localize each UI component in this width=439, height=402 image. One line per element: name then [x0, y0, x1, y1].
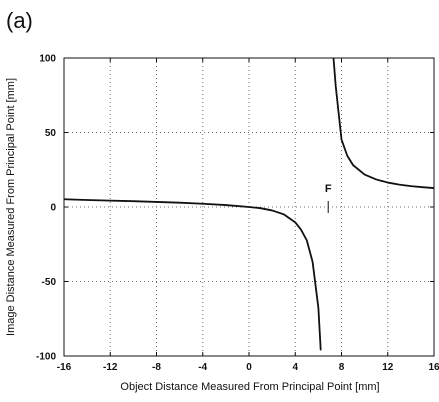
y-tick-label: -50	[42, 277, 57, 288]
x-tick-label: -12	[103, 362, 118, 373]
x-tick-label: 16	[428, 362, 439, 373]
x-tick-label: 4	[292, 362, 298, 373]
focal-point-label: F	[325, 183, 332, 195]
x-tick-label: 12	[382, 362, 394, 373]
x-tick-label: -4	[198, 362, 207, 373]
panel-label: (a)	[6, 8, 33, 33]
x-tick-label: -16	[57, 362, 72, 373]
curve-segment-1	[64, 198, 322, 351]
y-tick-label: 50	[45, 128, 57, 139]
y-tick-label: 100	[39, 54, 56, 65]
y-tick-label: -100	[36, 352, 56, 363]
y-axis-label: Image Distance Measured From Principal P…	[5, 78, 17, 336]
x-axis-label: Object Distance Measured From Principal …	[120, 381, 379, 393]
x-tick-label: 8	[339, 362, 345, 373]
y-tick-label: 0	[50, 203, 56, 214]
x-tick-label: 0	[246, 362, 252, 373]
curve-segment-2	[332, 58, 434, 189]
plot-area: -16 -12 -8 -4 0 4 8 12 16 -100 -50 0 50 100 F	[36, 54, 439, 374]
x-tick-label: -8	[152, 362, 161, 373]
